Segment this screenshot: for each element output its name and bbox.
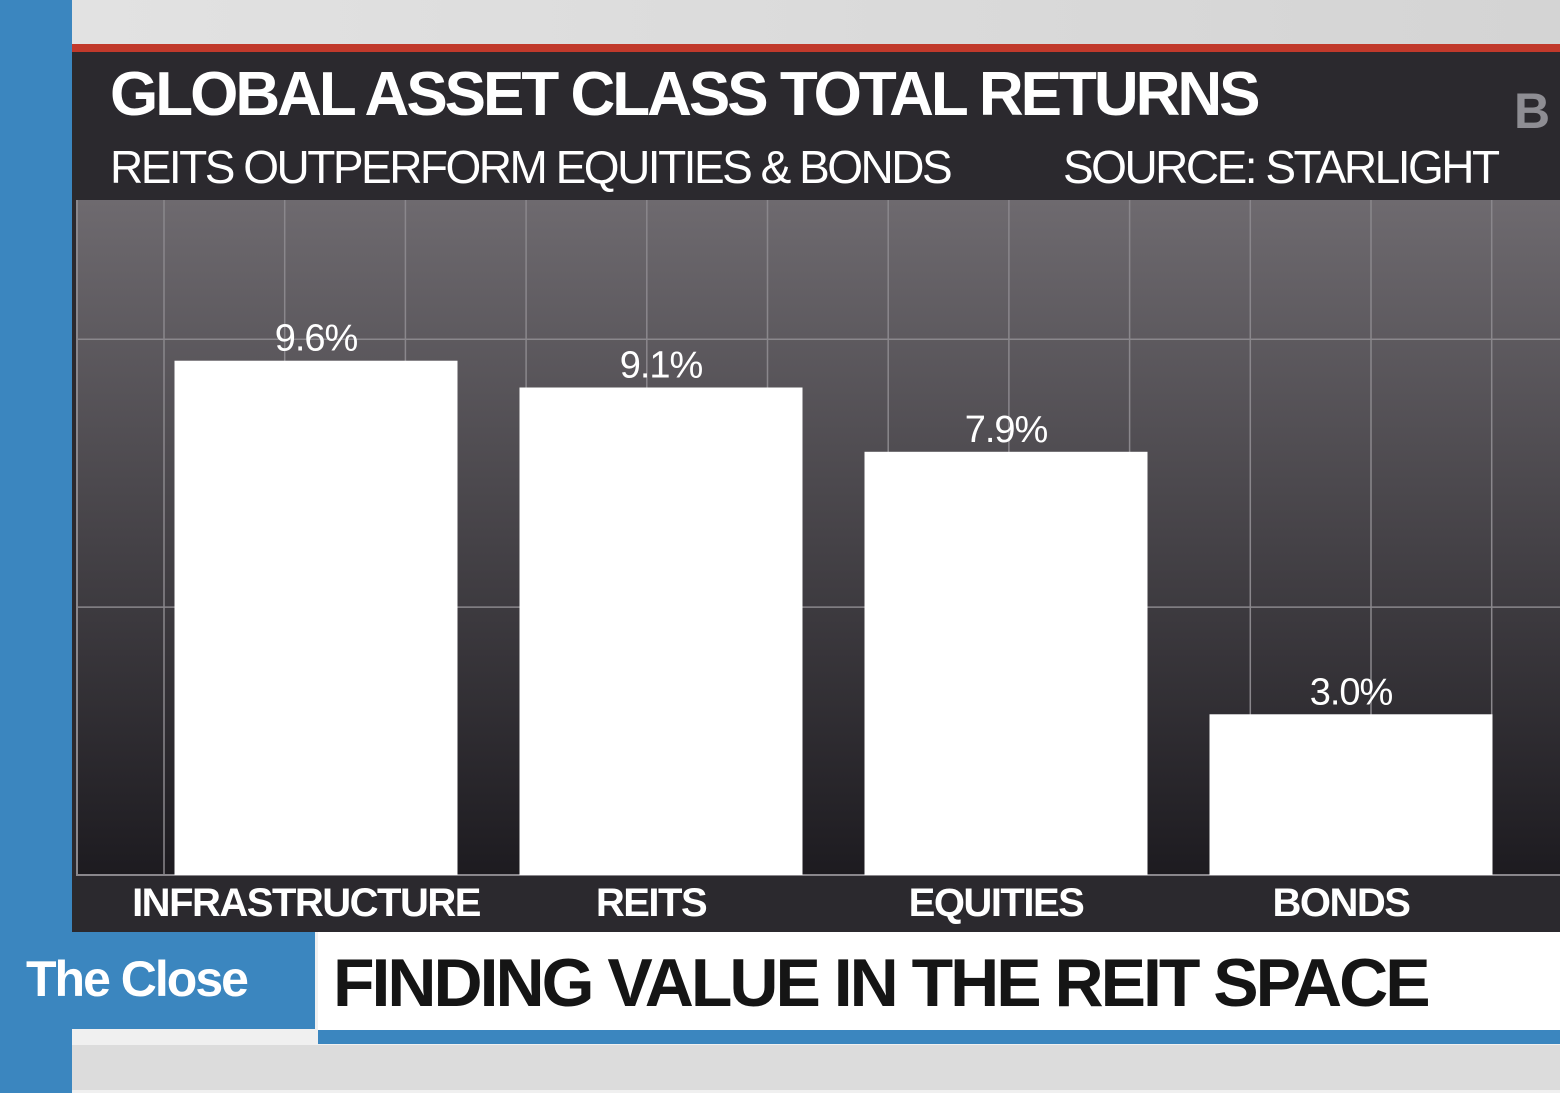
bar bbox=[1209, 714, 1493, 875]
chart-subtitle: REITS OUTPERFORM EQUITIES & BONDS bbox=[110, 141, 951, 193]
plot: 9.6% INFRASTRUCTURE 9.1% REITS 7.9% EQUITIES 3… bbox=[76, 200, 1560, 925]
chart-title: GLOBAL ASSET CLASS TOTAL RETURNS bbox=[110, 60, 1258, 129]
headline: FINDING VALUE IN THE REIT SPACE bbox=[333, 945, 1428, 1021]
x-tick-label: REITS bbox=[596, 881, 707, 925]
show-box bbox=[0, 932, 315, 1029]
value-label: 9.6% bbox=[275, 318, 358, 360]
red-rule bbox=[72, 44, 1560, 52]
show-name: The Close bbox=[26, 951, 248, 1007]
top-strip bbox=[72, 0, 1560, 46]
bar bbox=[519, 387, 803, 875]
bar bbox=[864, 451, 1148, 875]
headline-box bbox=[318, 932, 1560, 1030]
logo: B bbox=[1514, 83, 1550, 139]
bottom-strip bbox=[72, 1045, 1560, 1090]
value-label: 7.9% bbox=[965, 409, 1048, 451]
side-bar bbox=[0, 0, 72, 1093]
chart-source: SOURCE: STARLIGHT bbox=[1063, 141, 1500, 193]
x-tick-label: INFRASTRUCTURE bbox=[132, 881, 481, 925]
header-panel bbox=[72, 52, 1560, 200]
x-tick-label: EQUITIES bbox=[909, 881, 1085, 925]
x-tick-label: BONDS bbox=[1273, 881, 1411, 925]
value-label: 9.1% bbox=[620, 345, 703, 387]
bar bbox=[174, 360, 458, 875]
headline-underline bbox=[318, 1030, 1560, 1044]
value-label: 3.0% bbox=[1310, 671, 1393, 713]
